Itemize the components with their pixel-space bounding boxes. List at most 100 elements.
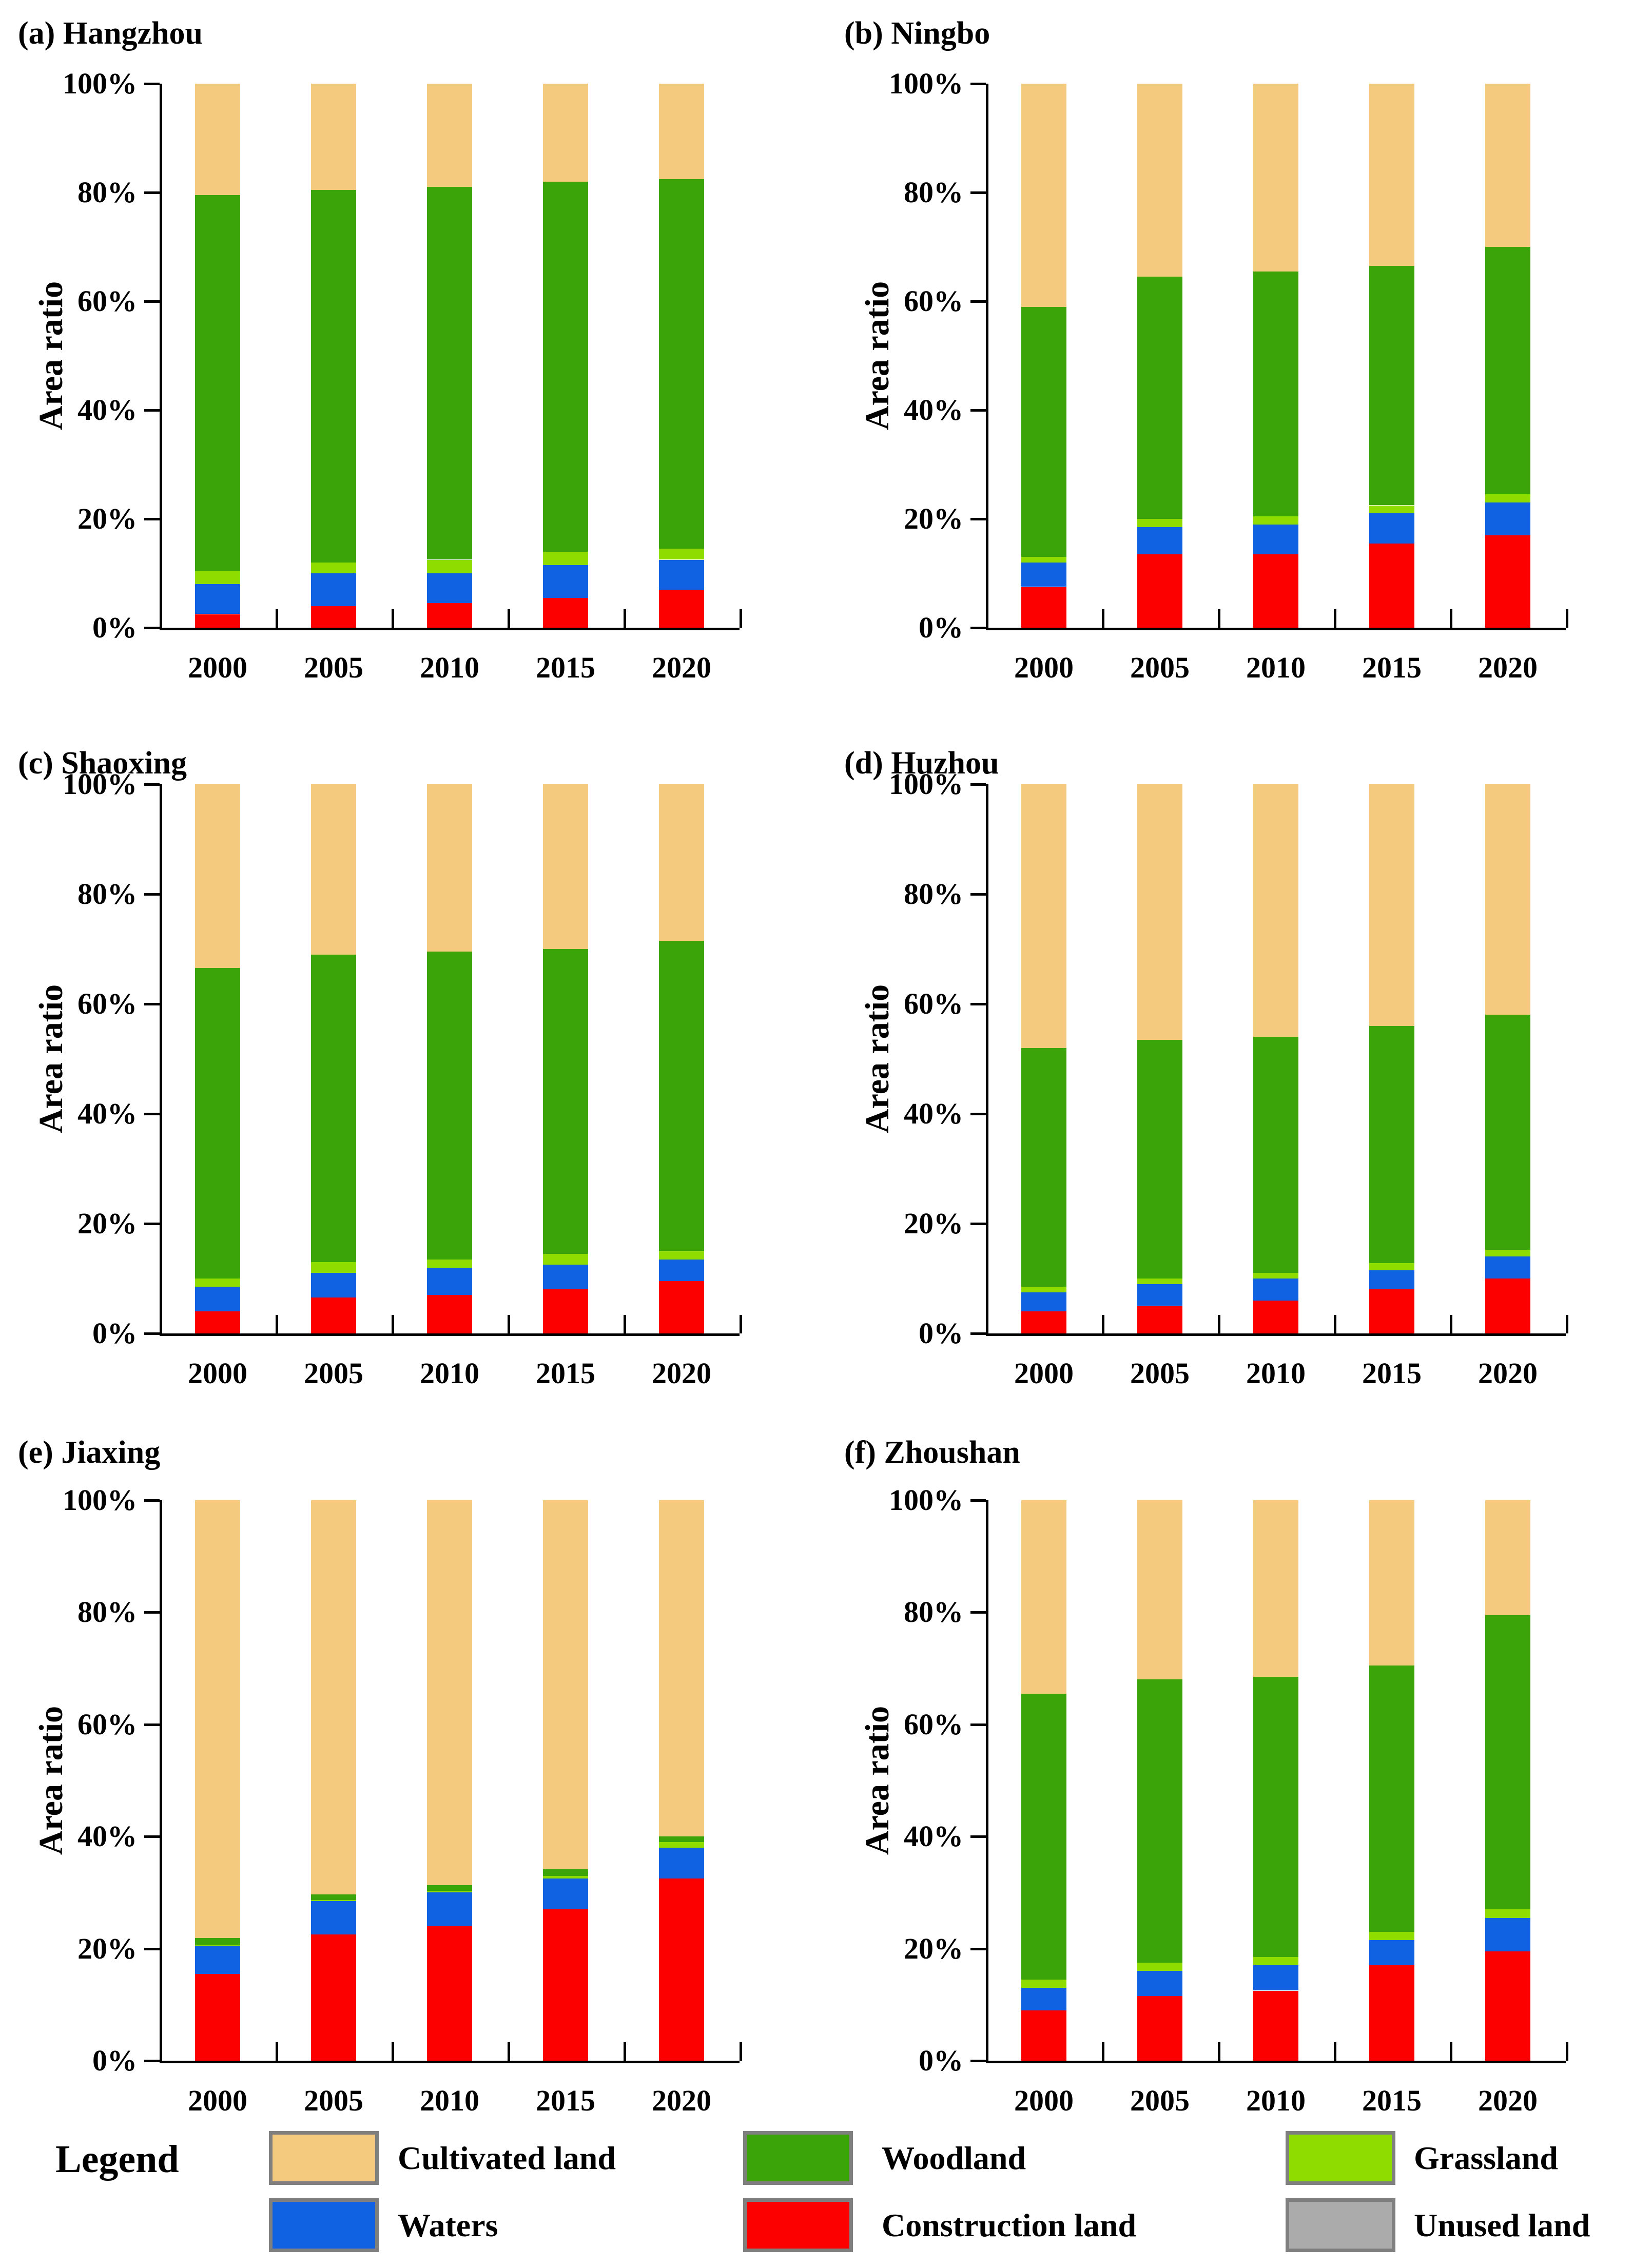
bar-segment-a-2000-waters bbox=[195, 584, 240, 614]
x-tick-a-1 bbox=[276, 609, 278, 628]
bar-segment-d-2020-grassland bbox=[1485, 1250, 1530, 1257]
y-tick-label-d-80: 80% bbox=[904, 877, 963, 911]
bar-segment-b-2000-woodland bbox=[1021, 306, 1066, 557]
bar-segment-b-2010-grassland bbox=[1253, 516, 1298, 525]
y-axis-a bbox=[160, 84, 162, 630]
y-tick-label-c-60: 60% bbox=[77, 987, 137, 1020]
y-tick-e-40 bbox=[144, 1835, 160, 1838]
y-tick-c-100 bbox=[144, 783, 160, 786]
bar-segment-f-2010-woodland bbox=[1253, 1676, 1298, 1957]
bar-segment-c-2000-grassland bbox=[195, 1279, 240, 1287]
bar-segment-b-2015-grassland bbox=[1369, 505, 1414, 514]
y-tick-label-e-40: 40% bbox=[77, 1819, 137, 1853]
y-tick-label-a-80: 80% bbox=[77, 176, 137, 209]
x-tick-label-c-2000: 2000 bbox=[188, 1357, 247, 1390]
bar-segment-b-2005-construction bbox=[1137, 554, 1182, 628]
y-tick-c-80 bbox=[144, 893, 160, 896]
y-tick-label-f-20: 20% bbox=[904, 1931, 963, 1965]
bar-segment-d-2010-woodland bbox=[1253, 1037, 1298, 1273]
x-tick-b-4 bbox=[1450, 609, 1452, 628]
y-tick-e-0 bbox=[144, 2060, 160, 2062]
y-tick-f-0 bbox=[970, 2060, 986, 2062]
bar-segment-a-2000-woodland bbox=[195, 195, 240, 571]
bar-segment-a-2015-construction bbox=[543, 597, 588, 628]
y-tick-c-60 bbox=[144, 1003, 160, 1005]
x-tick-label-b-2010: 2010 bbox=[1246, 651, 1306, 684]
x-tick-label-b-2005: 2005 bbox=[1130, 651, 1190, 684]
x-tick-c-2 bbox=[392, 1315, 394, 1333]
x-axis-d bbox=[986, 1333, 1566, 1336]
y-axis-label-d: Area ratio bbox=[859, 984, 896, 1134]
x-axis-b bbox=[986, 628, 1566, 630]
panel-title-e: (e) Jiaxing bbox=[18, 1435, 161, 1470]
y-axis-label-b: Area ratio bbox=[859, 281, 896, 431]
y-tick-b-80 bbox=[970, 191, 986, 194]
x-tick-label-a-2015: 2015 bbox=[536, 651, 595, 684]
bar-segment-b-2000-waters bbox=[1021, 562, 1066, 587]
x-tick-label-d-2000: 2000 bbox=[1014, 1357, 1074, 1390]
bar-segment-b-2010-cultivated bbox=[1253, 84, 1298, 272]
y-tick-label-b-80: 80% bbox=[904, 176, 963, 209]
bar-segment-d-2005-waters bbox=[1137, 1284, 1182, 1306]
x-tick-c-3 bbox=[508, 1315, 510, 1333]
x-tick-label-c-2020: 2020 bbox=[652, 1357, 711, 1390]
bar-segment-a-2020-woodland bbox=[659, 179, 704, 549]
y-tick-a-60 bbox=[144, 300, 160, 303]
bar-segment-c-2020-construction bbox=[659, 1281, 704, 1333]
bar-segment-a-2020-cultivated bbox=[659, 84, 704, 179]
bar-segment-c-2010-cultivated bbox=[427, 784, 472, 952]
bar-segment-f-2005-waters bbox=[1137, 1971, 1182, 1997]
y-tick-d-40 bbox=[970, 1113, 986, 1115]
y-tick-a-0 bbox=[144, 627, 160, 629]
bar-segment-d-2015-grassland bbox=[1369, 1263, 1414, 1270]
bar-segment-e-2000-grassland bbox=[195, 1944, 240, 1946]
x-tick-c-1 bbox=[276, 1315, 278, 1333]
bar-segment-f-2020-cultivated bbox=[1485, 1500, 1530, 1615]
bar-segment-d-2015-construction bbox=[1369, 1289, 1414, 1333]
x-tick-c-4 bbox=[624, 1315, 626, 1333]
legend-swatch-waters bbox=[269, 2198, 379, 2252]
bar-segment-c-2005-construction bbox=[311, 1297, 356, 1333]
bar-segment-e-2000-cultivated bbox=[195, 1500, 240, 1938]
legend-swatch-construction bbox=[743, 2198, 853, 2252]
bar-segment-a-2005-construction bbox=[311, 606, 356, 628]
bar-segment-f-2015-cultivated bbox=[1369, 1500, 1414, 1666]
x-tick-b-5 bbox=[1566, 609, 1568, 628]
bar-segment-d-2015-cultivated bbox=[1369, 784, 1414, 1026]
x-tick-label-d-2020: 2020 bbox=[1478, 1357, 1538, 1390]
bar-segment-b-2000-cultivated bbox=[1021, 84, 1066, 307]
bar-segment-c-2015-cultivated bbox=[543, 784, 588, 949]
x-tick-a-2 bbox=[392, 609, 394, 628]
y-tick-d-80 bbox=[970, 893, 986, 896]
x-tick-d-5 bbox=[1566, 1315, 1568, 1333]
y-tick-e-80 bbox=[144, 1611, 160, 1614]
y-tick-label-b-0: 0% bbox=[919, 611, 963, 644]
bar-segment-d-2020-waters bbox=[1485, 1256, 1530, 1279]
y-tick-a-100 bbox=[144, 83, 160, 85]
y-tick-f-40 bbox=[970, 1835, 986, 1838]
bar-segment-c-2010-construction bbox=[427, 1295, 472, 1333]
x-tick-f-2 bbox=[1218, 2042, 1220, 2061]
bar-segment-d-2020-cultivated bbox=[1485, 784, 1530, 1015]
y-tick-label-b-20: 20% bbox=[904, 502, 963, 535]
x-tick-f-4 bbox=[1450, 2042, 1452, 2061]
y-axis-c bbox=[160, 784, 162, 1336]
x-tick-label-b-2000: 2000 bbox=[1014, 651, 1074, 684]
bar-segment-f-2020-waters bbox=[1485, 1918, 1530, 1952]
y-tick-label-c-80: 80% bbox=[77, 877, 137, 911]
x-tick-label-d-2005: 2005 bbox=[1130, 1357, 1190, 1390]
bar-segment-f-2010-cultivated bbox=[1253, 1500, 1298, 1677]
bar-segment-b-2005-grassland bbox=[1137, 519, 1182, 527]
y-axis-label-c: Area ratio bbox=[32, 984, 70, 1134]
y-tick-a-20 bbox=[144, 518, 160, 520]
y-tick-label-f-100: 100% bbox=[889, 1483, 963, 1517]
x-tick-label-f-2015: 2015 bbox=[1362, 2084, 1422, 2117]
bar-segment-f-2020-woodland bbox=[1485, 1615, 1530, 1910]
x-tick-label-a-2010: 2010 bbox=[420, 651, 479, 684]
y-tick-f-60 bbox=[970, 1723, 986, 1726]
x-tick-label-f-2000: 2000 bbox=[1014, 2084, 1074, 2117]
legend-swatch-cultivated bbox=[269, 2131, 379, 2185]
panel-title-f: (f) Zhoushan bbox=[844, 1435, 1020, 1470]
bar-segment-f-2020-construction bbox=[1485, 1951, 1530, 2061]
bar-segment-c-2020-grassland bbox=[659, 1251, 704, 1260]
